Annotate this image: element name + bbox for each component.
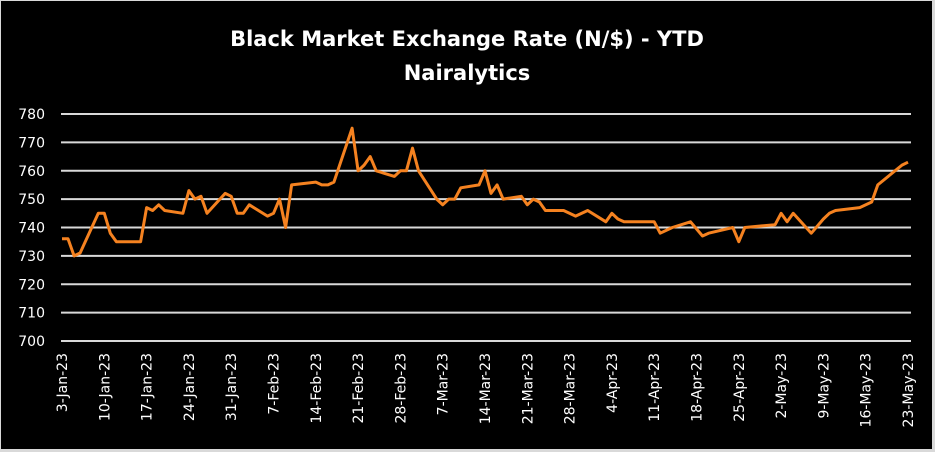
x-tick-label: 24-Jan-23 bbox=[182, 353, 198, 421]
chart-title: Black Market Exchange Rate (N/$) - YTD bbox=[230, 27, 704, 51]
x-tick-label: 23-May-23 bbox=[901, 353, 917, 427]
y-tick-label: 720 bbox=[18, 277, 45, 293]
y-tick-label: 780 bbox=[18, 107, 45, 123]
x-tick-label: 7-Feb-23 bbox=[267, 353, 283, 415]
x-tick-label: 17-Jan-23 bbox=[140, 353, 156, 421]
y-tick-label: 740 bbox=[18, 221, 45, 237]
x-tick-label: 25-Apr-23 bbox=[732, 353, 748, 422]
x-tick-label: 18-Apr-23 bbox=[690, 353, 706, 422]
x-tick-label: 16-May-23 bbox=[859, 353, 875, 427]
x-tick-label: 11-Apr-23 bbox=[647, 353, 663, 422]
x-tick-label: 3-Jan-23 bbox=[55, 353, 71, 412]
y-tick-label: 760 bbox=[18, 164, 45, 180]
x-tick-label: 28-Mar-23 bbox=[563, 353, 579, 424]
x-tick-label: 28-Feb-23 bbox=[393, 353, 409, 424]
x-tick-label: 14-Mar-23 bbox=[478, 353, 494, 424]
x-tick-label: 9-May-23 bbox=[816, 353, 832, 419]
x-tick-label: 14-Feb-23 bbox=[309, 353, 325, 424]
y-tick-label: 750 bbox=[18, 192, 45, 208]
y-tick-label: 700 bbox=[18, 334, 45, 350]
y-tick-label: 770 bbox=[18, 135, 45, 151]
x-tick-label: 21-Mar-23 bbox=[520, 353, 536, 424]
chart-subtitle: Nairalytics bbox=[404, 61, 531, 85]
series-line-black-market-rate bbox=[62, 126, 909, 258]
y-tick-label: 730 bbox=[18, 249, 45, 265]
x-tick-label: 7-Mar-23 bbox=[436, 353, 452, 415]
x-tick-label: 31-Jan-23 bbox=[224, 353, 240, 421]
y-tick-label: 710 bbox=[18, 306, 45, 322]
x-tick-label: 21-Feb-23 bbox=[351, 353, 367, 424]
x-tick-label: 4-Apr-23 bbox=[605, 353, 621, 413]
x-tick-label: 10-Jan-23 bbox=[97, 353, 113, 421]
x-tick-label: 2-May-23 bbox=[774, 353, 790, 419]
